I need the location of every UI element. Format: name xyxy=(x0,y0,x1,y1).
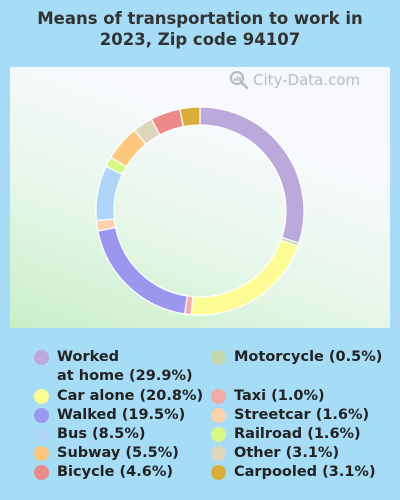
legend-swatch xyxy=(34,389,49,404)
legend-label: Streetcar (1.6%) xyxy=(234,407,370,423)
legend-swatch xyxy=(211,389,226,404)
legend-item-bus: Bus (8.5%) xyxy=(34,425,146,444)
legend-label: Bus (8.5%) xyxy=(57,426,146,442)
legend-swatch xyxy=(34,350,49,365)
legend-item-motorcycle: Motorcycle (0.5%) xyxy=(211,348,382,367)
legend-swatch xyxy=(34,465,49,480)
legend-label: Railroad (1.6%) xyxy=(234,426,361,442)
legend-label: Walked (19.5%) xyxy=(57,407,186,423)
legend-item-subway: Subway (5.5%) xyxy=(34,444,179,463)
legend-swatch xyxy=(211,408,226,423)
legend-item-other: Other (3.1%) xyxy=(211,444,339,463)
legend-label: Car alone (20.8%) xyxy=(57,388,204,404)
chart-title: Means of transportation to work in 2023,… xyxy=(20,8,380,50)
legend-label: Worked at home (29.9%) xyxy=(57,349,193,384)
legend-item-worked-at-home: Worked at home (29.9%) xyxy=(34,348,193,386)
donut-slice-carpooled xyxy=(179,106,201,128)
legend-swatch xyxy=(211,446,226,461)
watermark-text: City-Data.com xyxy=(253,71,361,89)
legend-item-bicycle: Bicycle (4.6%) xyxy=(34,463,173,482)
chart-panel: City-Data.com xyxy=(10,67,390,328)
chart-title-line-1: Means of transportation to work in xyxy=(37,9,363,28)
legend-item-car-alone: Car alone (20.8%) xyxy=(34,387,203,406)
donut-chart xyxy=(95,106,305,316)
legend-item-walked: Walked (19.5%) xyxy=(34,406,185,425)
legend-swatch xyxy=(211,465,226,480)
chart-title-line-2: 2023, Zip code 94107 xyxy=(99,30,301,49)
legend-label: Motorcycle (0.5%) xyxy=(234,349,383,365)
legend-label: Taxi (1.0%) xyxy=(234,388,325,404)
donut-slice-bus xyxy=(95,165,124,222)
legend-swatch xyxy=(211,350,226,365)
watermark: City-Data.com xyxy=(229,70,360,90)
legend-label: Carpooled (3.1%) xyxy=(234,464,376,480)
donut-slice-worked-at-home xyxy=(199,106,305,244)
magnifier-icon xyxy=(229,70,249,90)
legend-item-carpooled: Carpooled (3.1%) xyxy=(211,463,376,482)
legend-label: Bicycle (4.6%) xyxy=(57,464,173,480)
legend-swatch xyxy=(211,427,226,442)
legend-swatch xyxy=(34,427,49,442)
legend-label: Subway (5.5%) xyxy=(57,445,179,461)
donut-slice-car-alone xyxy=(190,239,299,316)
legend-item-taxi: Taxi (1.0%) xyxy=(211,387,325,406)
legend-label: Other (3.1%) xyxy=(234,445,340,461)
legend-item-railroad: Railroad (1.6%) xyxy=(211,425,361,444)
legend-item-streetcar: Streetcar (1.6%) xyxy=(211,406,369,425)
legend-swatch xyxy=(34,408,49,423)
legend-swatch xyxy=(34,446,49,461)
donut-slice-walked xyxy=(97,226,188,315)
